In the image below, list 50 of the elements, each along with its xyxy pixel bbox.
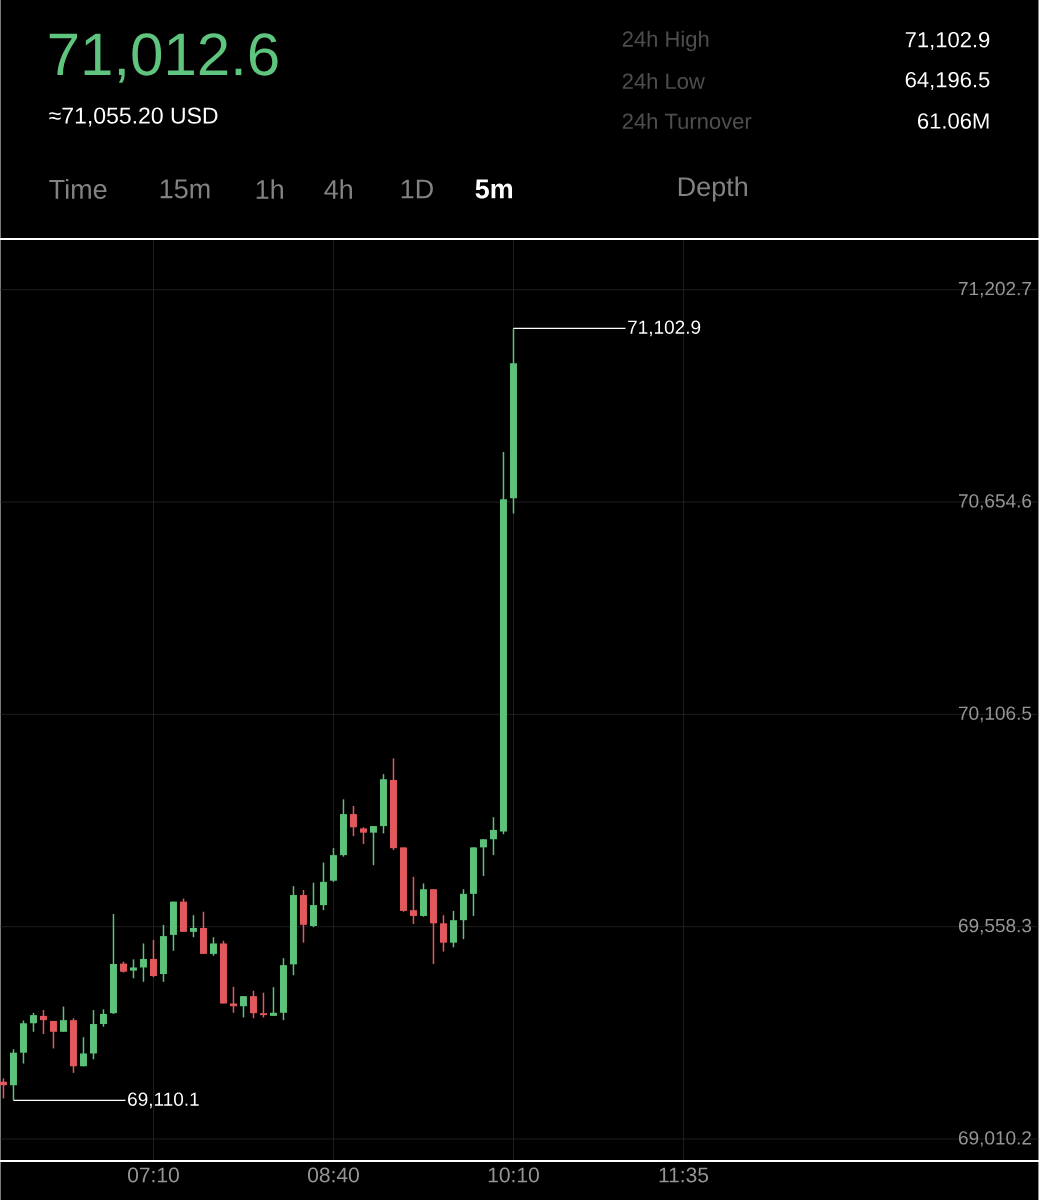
candlestick	[310, 881, 318, 928]
candlestick	[410, 876, 418, 925]
text: 24h Low	[622, 72, 705, 90]
candlestick	[30, 1012, 38, 1033]
candlestick	[40, 1009, 48, 1035]
candlestick	[80, 1036, 88, 1067]
x-tick-label: 10:10	[488, 1167, 539, 1183]
text: 5m	[475, 179, 513, 199]
text: 24h Turnover	[622, 112, 752, 130]
candlestick	[350, 805, 358, 837]
y-tick-label: 70,106.5	[959, 706, 1032, 723]
candlestick	[230, 986, 238, 1014]
x-tick-label: 07:10	[128, 1167, 179, 1183]
candlestick	[240, 995, 248, 1019]
candlestick	[130, 958, 138, 980]
y-tick-label: 69,010.2	[959, 1131, 1032, 1147]
x-tick-label: 08:40	[308, 1167, 359, 1183]
chart-title: 71,012.6	[49, 33, 278, 83]
text: 61.06M	[918, 113, 989, 129]
text: Depth	[678, 176, 748, 202]
candlestick	[370, 825, 378, 866]
text: 71,102.9	[905, 31, 990, 51]
candlestick	[50, 1020, 58, 1050]
text: 15m	[160, 179, 210, 199]
candlestick	[140, 942, 148, 983]
text: Time	[49, 179, 107, 199]
chart-subtitle: ≈71,055.20 USD	[49, 107, 218, 127]
text: 1D	[401, 179, 433, 199]
y-tick-label: 69,558.3	[959, 918, 1032, 935]
candlestick	[190, 914, 198, 939]
x-tick-label: 11:35	[659, 1167, 709, 1183]
y-tick-label: 71,202.7	[959, 281, 1032, 298]
candlestick	[270, 986, 278, 1017]
candlestick	[150, 939, 158, 978]
candlestick	[260, 991, 268, 1019]
candlestick	[490, 816, 498, 856]
candlestick	[450, 910, 458, 949]
text: 24h High	[622, 30, 709, 52]
candlestick	[480, 838, 488, 877]
annotation: 69,110.1	[128, 1092, 199, 1109]
annotation: 71,102.9	[628, 320, 701, 337]
candlestick	[320, 861, 328, 911]
candlestick	[210, 936, 218, 957]
text: 64,196.5	[905, 71, 990, 91]
text: 4h	[324, 179, 353, 199]
candlestick	[60, 1005, 68, 1033]
text: 1h	[256, 179, 284, 199]
candlestick	[440, 914, 448, 953]
candlestick	[250, 989, 258, 1019]
y-tick-label: 70,654.6	[959, 494, 1032, 510]
